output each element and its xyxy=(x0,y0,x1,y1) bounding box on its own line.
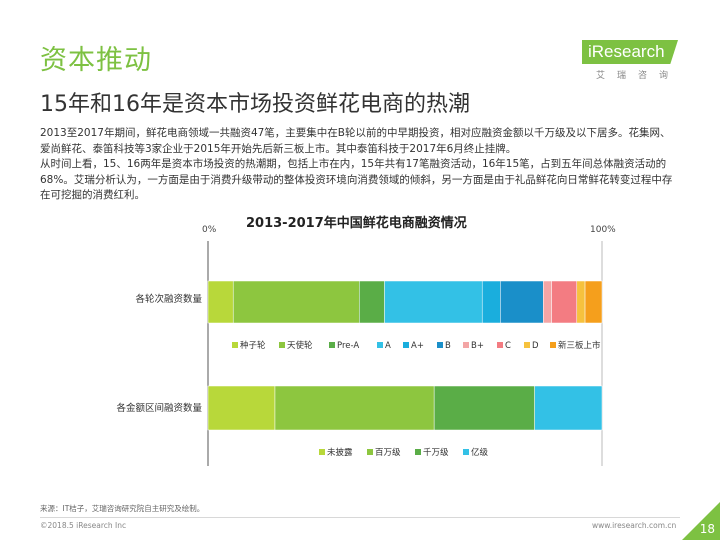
bar-segment-1-3 xyxy=(534,385,603,431)
legend-swatch-1-1 xyxy=(367,449,373,455)
body-paragraph-2: 从时间上看，15、16两年是资本市场投资的热潮期，包括上市在内，15年共有17笔… xyxy=(40,158,673,201)
legend-swatch-0-2 xyxy=(329,342,335,348)
bar-segment-0-1 xyxy=(232,280,360,324)
legend-swatch-0-6 xyxy=(463,342,469,348)
iresearch-logo: iResearch 艾瑞咨询 xyxy=(582,40,682,82)
page-number: 18 xyxy=(699,522,715,536)
axis-label-0-percent: 0% xyxy=(202,225,217,235)
legend-swatch-1-2 xyxy=(415,449,421,455)
legend-label-0-3: A xyxy=(385,341,391,351)
row-label-0: 各轮次融资数量 xyxy=(135,293,202,305)
legend-label-0-1: 天使轮 xyxy=(287,340,313,351)
logo-badge xyxy=(582,40,678,64)
legend-label-1-0: 未披露 xyxy=(327,447,353,458)
legend-swatch-0-9 xyxy=(550,342,556,348)
bar-segment-0-4 xyxy=(481,280,501,324)
section-title: 资本推动 xyxy=(40,45,152,76)
legend-label-1-3: 亿级 xyxy=(471,447,489,458)
row-label-1: 各金额区间融资数量 xyxy=(116,402,202,414)
legend-swatch-0-1 xyxy=(279,342,285,348)
legend-label-0-5: B xyxy=(445,341,451,351)
legend-swatch-0-7 xyxy=(497,342,503,348)
legend-label-0-9: 新三板上市 xyxy=(558,340,601,351)
website-link[interactable]: www.iresearch.com.cn xyxy=(592,521,677,530)
logo-subtitle: 艾瑞咨询 xyxy=(596,71,681,81)
legend-swatch-1-3 xyxy=(463,449,469,455)
legend-swatch-0-5 xyxy=(437,342,443,348)
legend-label-0-0: 种子轮 xyxy=(240,340,266,351)
legend-swatch-0-4 xyxy=(403,342,409,348)
bar-segment-0-0 xyxy=(207,280,234,324)
body-paragraph-1: 2013至2017年期间，鲜花电商领域一共融资47笔，主要集中在B轮以前的中早期… xyxy=(40,127,671,155)
axis-label-100-percent: 100% xyxy=(590,225,616,235)
bar-segment-1-1 xyxy=(274,385,435,431)
legend-label-1-2: 千万级 xyxy=(423,447,449,458)
bar-segment-0-3 xyxy=(384,280,483,324)
legend-swatch-0-0 xyxy=(232,342,238,348)
legend-label-0-4: A+ xyxy=(411,341,424,351)
bar-segment-0-9 xyxy=(584,280,603,324)
legend-label-1-1: 百万级 xyxy=(375,447,401,458)
bar-segment-0-5 xyxy=(500,280,544,324)
legend-label-0-8: D xyxy=(532,341,539,351)
legend-label-0-2: Pre-A xyxy=(337,341,359,351)
bar-segment-0-2 xyxy=(359,280,385,324)
copyright: ©2018.5 iResearch Inc xyxy=(40,521,127,530)
legend-swatch-0-3 xyxy=(377,342,383,348)
bar-segment-1-0 xyxy=(207,385,276,431)
legend-label-0-6: B+ xyxy=(471,341,484,351)
bar-segment-1-2 xyxy=(433,385,535,431)
chart-title: 2013-2017年中国鲜花电商融资情况 xyxy=(246,216,467,231)
body-text: 2013至2017年期间，鲜花电商领域一共融资47笔，主要集中在B轮以前的中早期… xyxy=(40,126,680,204)
bar-segment-0-8 xyxy=(576,280,586,324)
logo-text: iResearch xyxy=(588,42,665,61)
legend-label-0-7: C xyxy=(505,341,511,351)
legend-swatch-1-0 xyxy=(319,449,325,455)
bar-segment-0-6 xyxy=(543,280,552,324)
source-note: 来源：IT桔子，艾瑞咨询研究院自主研究及绘制。 xyxy=(40,504,205,513)
page-headline: 15年和16年是资本市场投资鲜花电商的热潮 xyxy=(40,92,470,117)
footer-divider xyxy=(40,517,680,518)
bar-segment-0-7 xyxy=(551,280,578,324)
legend-swatch-0-8 xyxy=(524,342,530,348)
